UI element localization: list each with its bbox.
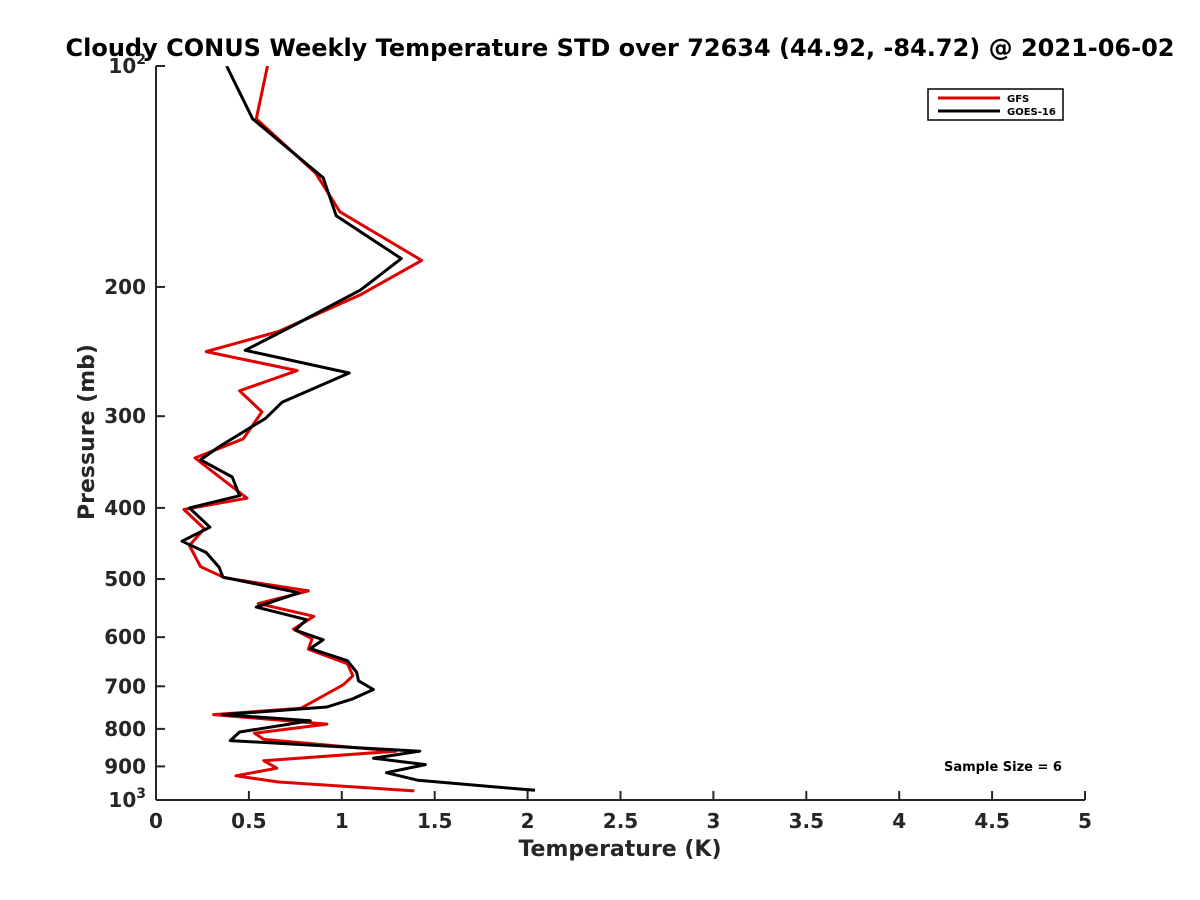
- series-line-goes-16: [180, 66, 536, 792]
- x-tick-label: 4.5: [974, 809, 1009, 833]
- y-tick-label: 600: [104, 625, 146, 649]
- legend-box: [927, 88, 1064, 121]
- x-tick-label: 3: [706, 809, 720, 833]
- y-tick-label: 500: [104, 567, 146, 591]
- y-tick-label: 200: [104, 275, 146, 299]
- y-tick-label: 103: [108, 786, 146, 812]
- x-axis-label: Temperature (K): [518, 837, 721, 862]
- chart-title: Cloudy CONUS Weekly Temperature STD over…: [66, 34, 1175, 62]
- x-tick-label: 0.5: [231, 809, 266, 833]
- x-tick-label: 0: [149, 809, 163, 833]
- y-axis-label: Pressure (mb): [75, 344, 100, 520]
- x-tick-label: 5: [1078, 809, 1092, 833]
- x-tick-label: 2: [521, 809, 535, 833]
- legend-label: GOES-16: [1007, 107, 1056, 118]
- y-tick-label: 102: [108, 52, 146, 78]
- y-tick-label: 400: [104, 496, 146, 520]
- legend-label: GFS: [1007, 94, 1029, 105]
- sample-size-annotation: Sample Size = 6: [944, 760, 1062, 775]
- series-line-gfs: [182, 66, 424, 793]
- x-tick-label: 2.5: [603, 809, 638, 833]
- y-tick-label: 700: [104, 674, 146, 698]
- legend: GFS GOES-16: [927, 88, 1064, 121]
- y-tick-label: 900: [104, 754, 146, 778]
- plot-area: 0 0.5 1 1.5 2 2.5 3 3.5 4 4.5 5 102 200 300 400 500 600 7…: [104, 52, 1092, 833]
- x-tick-label: 1.5: [417, 809, 452, 833]
- x-tick-label: 1: [335, 809, 349, 833]
- x-tick-label: 3.5: [789, 809, 824, 833]
- y-tick-label: 300: [104, 404, 146, 428]
- x-tick-label: 4: [892, 809, 906, 833]
- y-tick-label: 800: [104, 717, 146, 741]
